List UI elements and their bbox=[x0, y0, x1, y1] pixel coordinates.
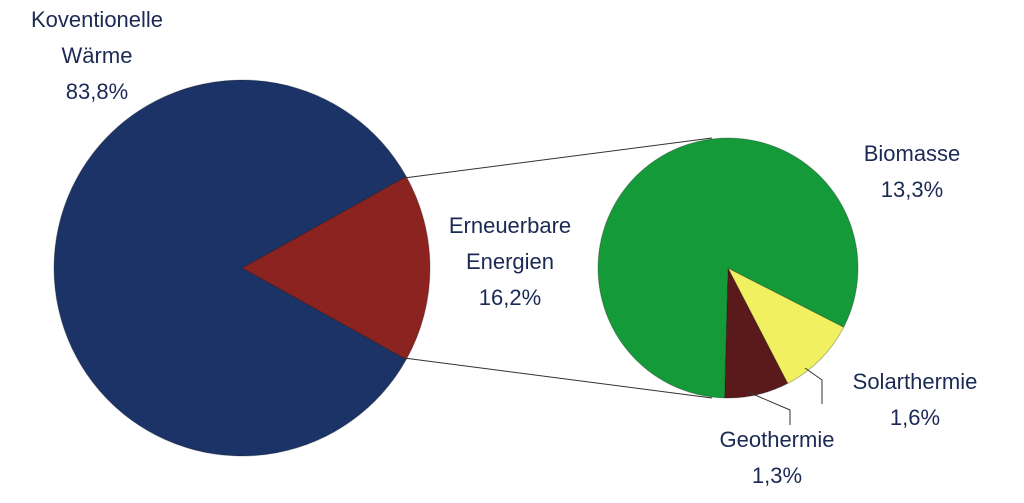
label-text: 1,6% bbox=[889, 405, 941, 430]
category-label: Solarthermie 1,6% bbox=[825, 364, 1005, 436]
label-text: 13,3% bbox=[880, 177, 944, 202]
leader-line bbox=[747, 391, 791, 425]
category-label: Geothermie 1,3% bbox=[692, 422, 862, 494]
pie-slice bbox=[597, 137, 859, 399]
leader-line bbox=[804, 367, 823, 404]
label-text: Geothermie bbox=[719, 427, 835, 452]
category-label: Koventionelle Wärme 83,8% bbox=[2, 2, 192, 110]
pie-slice bbox=[726, 266, 845, 385]
connector-line bbox=[403, 137, 713, 179]
category-label: Biomasse 13,3% bbox=[837, 136, 987, 208]
label-text: Solarthermie bbox=[852, 369, 978, 394]
label-text: Koventionelle Wärme bbox=[30, 7, 164, 68]
label-text: 83,8% bbox=[65, 79, 129, 104]
label-text: 16,2% bbox=[478, 285, 542, 310]
label-text: 1,3% bbox=[751, 463, 803, 488]
pie-slice bbox=[53, 79, 407, 457]
category-label: Erneuerbare Energien 16,2% bbox=[435, 208, 585, 316]
label-text: Erneuerbare Energien bbox=[448, 213, 572, 274]
connector-line bbox=[403, 357, 713, 399]
label-text: Biomasse bbox=[863, 141, 961, 166]
pie-slice bbox=[240, 175, 431, 361]
pie-slice bbox=[724, 267, 789, 399]
